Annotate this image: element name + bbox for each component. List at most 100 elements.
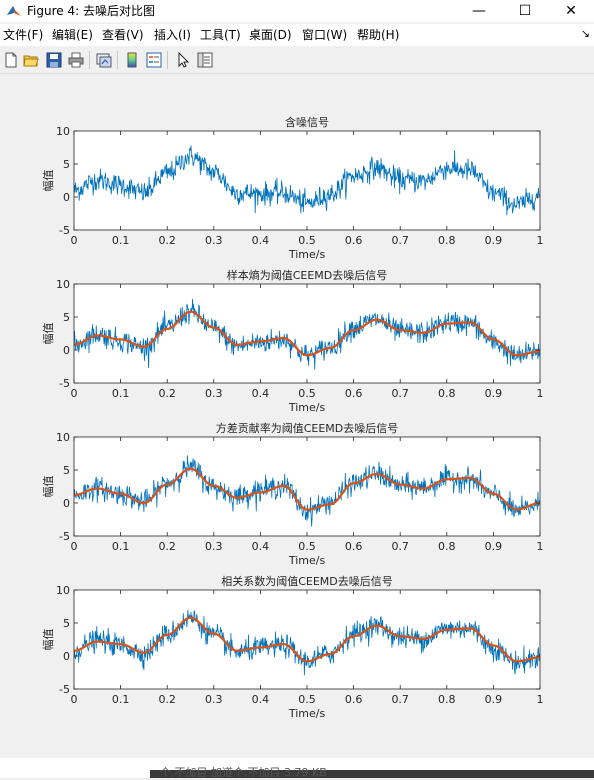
- x-tick-label: 0.1: [112, 693, 130, 706]
- toolbar-separator: [167, 51, 168, 69]
- x-tick-label: 1: [537, 540, 544, 553]
- x-tick-label: 0.9: [485, 387, 503, 400]
- close-icon: ✕: [565, 3, 577, 19]
- x-tick-label: 0.8: [438, 234, 456, 247]
- x-axis-label: Time/s: [288, 707, 326, 720]
- y-axis-label: 幅值: [42, 476, 55, 498]
- subplot-3: 0 0.1 0.2 0.3 0.4 0.5 0.6 0.7 0.8 0.9 1-50510方差贡献率…: [42, 421, 544, 567]
- menu-dock-arrow-icon[interactable]: ↘: [580, 27, 590, 40]
- pointer-icon[interactable]: [174, 51, 192, 69]
- figure-svg: 0 0.1 0.2 0.3 0.4 0.5 0.6 0.7 0.8 0.9 1-50510含噪信号T…: [42, 115, 544, 720]
- noisy-signal-line: [74, 145, 540, 216]
- subplot-title: 相关系数为阈值CEEMD去噪后信号: [221, 574, 393, 588]
- x-tick-label: 0.6: [345, 693, 363, 706]
- open-file-icon[interactable]: [22, 51, 40, 69]
- x-tick-label: 0: [71, 693, 78, 706]
- x-tick-label: 0.5: [298, 540, 316, 553]
- x-tick-label: 0.4: [252, 693, 270, 706]
- y-tick-label: 0: [63, 344, 70, 357]
- x-tick-label: 0.1: [112, 387, 130, 400]
- x-axis-label: Time/s: [288, 554, 326, 567]
- menu-window[interactable]: 窗口(W): [302, 28, 348, 42]
- subplot-2: 0 0.1 0.2 0.3 0.4 0.5 0.6 0.7 0.8 0.9 1-50510样本熵为阈…: [42, 268, 544, 414]
- x-tick-label: 0.7: [391, 234, 409, 247]
- y-tick-label: -5: [59, 683, 70, 696]
- x-tick-label: 0.2: [158, 540, 176, 553]
- x-tick-label: 0.3: [205, 387, 223, 400]
- property-inspector-icon[interactable]: [196, 51, 214, 69]
- subplot-title: 样本熵为阈值CEEMD去噪后信号: [227, 268, 388, 282]
- y-tick-label: 0: [63, 497, 70, 510]
- x-tick-label: 0.5: [298, 387, 316, 400]
- menu-desktop[interactable]: 桌面(D): [249, 28, 292, 42]
- x-tick-label: 0.4: [252, 540, 270, 553]
- x-tick-label: 0: [71, 234, 78, 247]
- x-tick-label: 0.1: [112, 540, 130, 553]
- minimize-button[interactable]: —: [456, 0, 502, 22]
- colorbar-icon[interactable]: [123, 51, 141, 69]
- x-tick-label: 0.6: [345, 387, 363, 400]
- maximize-button[interactable]: ☐: [502, 0, 548, 22]
- x-tick-label: 0: [71, 540, 78, 553]
- figure-canvas[interactable]: 0 0.1 0.2 0.3 0.4 0.5 0.6 0.7 0.8 0.9 1 -5 0 5 10 含噪信号 T…: [0, 74, 594, 758]
- noisy-signal-line: [74, 298, 540, 370]
- y-tick-label: 0: [63, 650, 70, 663]
- bottom-strip: 个,不加目 加道个,不加目 3.79 KB: [0, 758, 594, 779]
- x-tick-label: 0.6: [345, 540, 363, 553]
- axes-background: [74, 284, 540, 383]
- y-tick-label: -5: [59, 530, 70, 543]
- menu-file[interactable]: 文件(F): [3, 28, 44, 42]
- close-button[interactable]: ✕: [548, 0, 594, 22]
- x-tick-label: 0.6: [345, 234, 363, 247]
- link-plot-icon[interactable]: [95, 51, 113, 69]
- x-tick-label: 1: [537, 387, 544, 400]
- new-figure-icon[interactable]: [2, 51, 20, 69]
- y-tick-label: 5: [63, 464, 70, 477]
- print-icon[interactable]: [67, 51, 85, 69]
- y-tick-label: 5: [63, 311, 70, 324]
- y-tick-label: 10: [56, 584, 70, 597]
- x-tick-label: 0.5: [298, 234, 316, 247]
- menu-insert[interactable]: 插入(I): [154, 28, 191, 42]
- x-tick-label: 0.9: [485, 540, 503, 553]
- background-window-strip: [150, 770, 594, 778]
- matlab-app-icon: [7, 6, 21, 16]
- x-tick-label: 1: [537, 693, 544, 706]
- window-title: Figure 4: 去噪后对比图: [27, 4, 155, 18]
- y-tick-label: 5: [63, 158, 70, 171]
- x-tick-label: 0.8: [438, 540, 456, 553]
- y-axis-label: 幅值: [42, 629, 55, 651]
- denoised-signal-line: [74, 467, 540, 511]
- x-tick-label: 0.2: [158, 693, 176, 706]
- subplot-title: 方差贡献率为阈值CEEMD去噪后信号: [216, 421, 399, 435]
- x-tick-label: 0.9: [485, 234, 503, 247]
- x-tick-label: 0.7: [391, 693, 409, 706]
- x-tick-label: 1: [537, 234, 544, 247]
- x-axis-label: Time/s: [288, 401, 326, 414]
- y-tick-label: 5: [63, 617, 70, 630]
- menu-view[interactable]: 查看(V): [102, 28, 144, 42]
- save-icon[interactable]: [45, 51, 63, 69]
- axes-background: [74, 590, 540, 689]
- x-tick-label: 0.8: [438, 693, 456, 706]
- menu-tools[interactable]: 工具(T): [200, 28, 241, 42]
- axes-background: [74, 131, 540, 230]
- x-tick-label: 0.3: [205, 234, 223, 247]
- x-tick-label: 0: [71, 387, 78, 400]
- x-tick-label: 0.3: [205, 540, 223, 553]
- y-tick-label: 0: [63, 191, 70, 204]
- menu-help[interactable]: 帮助(H): [357, 28, 400, 42]
- y-tick-label: -5: [59, 224, 70, 237]
- title-bar: Figure 4: 去噪后对比图 — ☐ ✕: [0, 0, 594, 22]
- figure-toolbar: [0, 47, 594, 74]
- legend-icon[interactable]: [145, 51, 163, 69]
- x-tick-label: 0.7: [391, 540, 409, 553]
- y-tick-label: 10: [56, 125, 70, 138]
- maximize-icon: ☐: [518, 3, 532, 19]
- x-tick-label: 0.4: [252, 234, 270, 247]
- subplot-4: 0 0.1 0.2 0.3 0.4 0.5 0.6 0.7 0.8 0.9 1-50510相关系数为…: [42, 574, 544, 720]
- menu-edit[interactable]: 编辑(E): [52, 28, 93, 42]
- y-tick-label: -5: [59, 377, 70, 390]
- minimize-icon: —: [472, 3, 486, 19]
- noisy-signal-line: [74, 455, 540, 527]
